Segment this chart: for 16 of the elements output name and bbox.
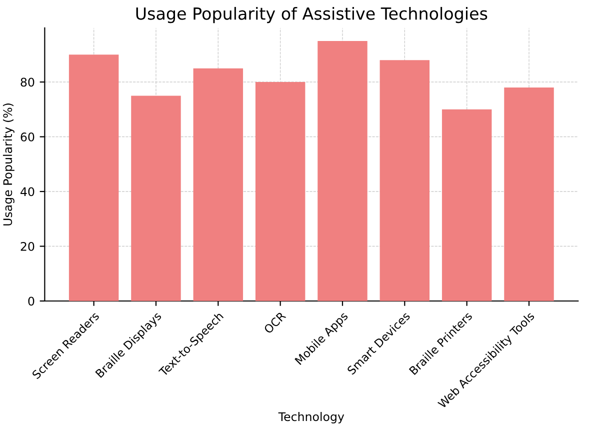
x-axis-title: Technology — [278, 412, 344, 424]
bar — [380, 60, 430, 301]
y-axis-title: Usage Popularity (%) — [2, 104, 14, 226]
bar — [193, 68, 244, 301]
y-tick-label: 80 — [20, 78, 34, 87]
chart-title: Usage Popularity of Assistive Technologies — [136, 6, 488, 24]
bar — [255, 82, 306, 301]
y-tick-label: 20 — [20, 242, 34, 251]
y-tick-label: 40 — [20, 187, 34, 196]
bar — [442, 109, 492, 301]
bar — [504, 87, 554, 301]
y-tick-label: 0 — [28, 296, 34, 306]
bar — [318, 40, 368, 301]
y-tick-label: 60 — [20, 132, 34, 142]
bar — [68, 54, 119, 301]
bar — [131, 96, 181, 301]
